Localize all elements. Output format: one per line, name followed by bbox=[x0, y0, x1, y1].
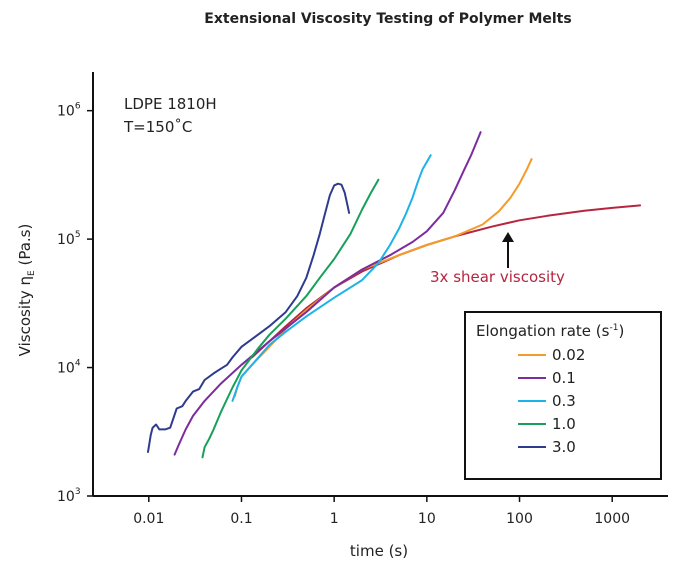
x-tick-label: 0.01 bbox=[133, 511, 164, 527]
y-axis-label: Viscosity ηE (Pa.s) bbox=[16, 224, 37, 357]
x-tick-label: 0.1 bbox=[230, 511, 252, 527]
series-line-3-0 bbox=[147, 182, 351, 453]
y-tick-label: 105 bbox=[57, 230, 81, 248]
y-tick-base: 10 bbox=[57, 232, 75, 248]
y-tick-label: 104 bbox=[57, 359, 81, 377]
chart-title: Extensional Viscosity Testing of Polymer… bbox=[204, 11, 571, 27]
series-line-1-0 bbox=[201, 178, 380, 459]
y-tick-base: 10 bbox=[57, 489, 75, 505]
x-axis-label: time (s) bbox=[350, 542, 408, 560]
y-axis-label-subscript: E bbox=[27, 270, 37, 276]
temperature-label: T=150˚C bbox=[123, 118, 192, 136]
legend-label: 1.0 bbox=[552, 415, 576, 433]
y-tick-exponent: 3 bbox=[75, 487, 81, 497]
y-tick-label: 106 bbox=[57, 102, 81, 120]
y-axis-label-main: Viscosity η bbox=[16, 276, 34, 356]
legend-label: 0.02 bbox=[552, 346, 585, 364]
y-tick-label: 103 bbox=[57, 487, 81, 505]
legend-box bbox=[464, 311, 662, 480]
x-tick-label: 100 bbox=[506, 511, 533, 527]
legend-title-sup: -1 bbox=[609, 323, 618, 333]
legend-title-main: Elongation rate (s bbox=[476, 322, 610, 340]
y-tick-exponent: 4 bbox=[75, 359, 81, 369]
y-axis-label-units: (Pa.s) bbox=[16, 224, 34, 271]
y-tick-base: 10 bbox=[57, 361, 75, 377]
series-line-0-3 bbox=[231, 154, 432, 402]
legend-label: 3.0 bbox=[552, 438, 576, 456]
series-line-0-1 bbox=[173, 131, 482, 456]
legend-title-end: ) bbox=[618, 322, 624, 340]
shear-viscosity-annotation: 3x shear viscosity bbox=[430, 268, 565, 286]
x-tick-label: 1 bbox=[330, 511, 339, 527]
y-tick-base: 10 bbox=[57, 104, 75, 120]
x-tick-label: 1000 bbox=[594, 511, 630, 527]
y-tick-exponent: 5 bbox=[75, 230, 81, 240]
legend-label: 0.3 bbox=[552, 392, 576, 410]
annotation-arrow bbox=[502, 232, 514, 268]
legend-title: Elongation rate (s-1) bbox=[476, 322, 624, 340]
sample-label: LDPE 1810H bbox=[124, 95, 217, 113]
y-tick-exponent: 6 bbox=[75, 102, 81, 112]
legend: Elongation rate (s-1) 0.02 0.1 0.3 1.0 3.0 bbox=[464, 311, 662, 480]
x-tick-label: 10 bbox=[418, 511, 436, 527]
legend-label: 0.1 bbox=[552, 369, 576, 387]
